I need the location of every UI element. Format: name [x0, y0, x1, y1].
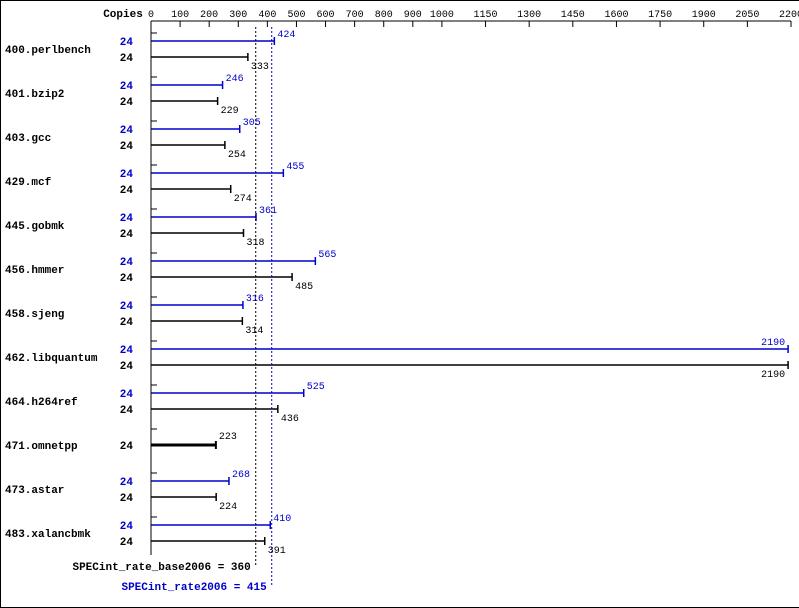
peak-value: 424 — [277, 30, 295, 41]
copies-header: Copies — [103, 9, 143, 21]
copies-base: 24 — [120, 97, 134, 109]
x-tick-label: 900 — [404, 10, 422, 21]
benchmark-label: 483.xalancbmk — [5, 529, 91, 541]
copies-base: 24 — [120, 141, 134, 153]
benchmark-label: 429.mcf — [5, 177, 52, 189]
x-tick-label: 300 — [229, 10, 247, 21]
base-value: 333 — [251, 62, 269, 73]
x-tick-label: 2050 — [735, 10, 759, 21]
x-tick-label: 1750 — [648, 10, 672, 21]
x-tick-label: 0 — [148, 10, 154, 21]
base-summary: SPECint_rate_base2006 = 360 — [72, 562, 250, 574]
copies-peak: 24 — [120, 213, 134, 225]
x-tick-label: 800 — [375, 10, 393, 21]
base-value: 436 — [281, 414, 299, 425]
copies-peak: 24 — [120, 389, 134, 401]
x-tick-label: 1000 — [430, 10, 454, 21]
peak-value: 565 — [318, 250, 336, 261]
x-tick-label: 500 — [287, 10, 305, 21]
benchmark-label: 458.sjeng — [5, 309, 64, 321]
copies-base: 24 — [120, 405, 134, 417]
benchmark-label: 401.bzip2 — [5, 89, 64, 101]
copies-peak: 24 — [120, 257, 134, 269]
base-value: 485 — [295, 282, 313, 293]
x-tick-label: 400 — [258, 10, 276, 21]
copies-peak: 24 — [120, 477, 134, 489]
copies-base: 24 — [120, 53, 134, 65]
base-value: 314 — [245, 326, 263, 337]
x-tick-label: 100 — [171, 10, 189, 21]
x-tick-label: 600 — [317, 10, 335, 21]
copies-base: 24 — [120, 361, 134, 373]
x-tick-label: 2200 — [779, 10, 799, 21]
copies-base: 24 — [120, 493, 134, 505]
peak-value: 410 — [273, 514, 291, 525]
spec-chart-container: 0 100 200 300 400 500 600 700 800 900 1000 1150 1300… — [0, 0, 799, 608]
copies-peak: 24 — [120, 125, 134, 137]
x-tick-label: 1150 — [474, 10, 498, 21]
peak-value: 316 — [246, 294, 264, 305]
base-value: 224 — [219, 502, 237, 513]
benchmark-label: 400.perlbench — [5, 45, 91, 57]
base-value: 254 — [228, 150, 246, 161]
peak-summary: SPECint_rate2006 = 415 — [121, 582, 267, 594]
peak-value: 455 — [286, 162, 304, 173]
copies-peak: 24 — [120, 81, 134, 93]
benchmark-label: 462.libquantum — [5, 353, 98, 365]
copies-base: 24 — [120, 537, 134, 549]
base-value: 229 — [221, 106, 239, 117]
benchmark-label: 445.gobmk — [5, 221, 65, 233]
copies-peak: 24 — [120, 37, 134, 49]
copies-base: 24 — [120, 273, 134, 285]
x-tick-label: 700 — [346, 10, 364, 21]
peak-value: 361 — [259, 206, 277, 217]
base-value: 2190 — [761, 370, 785, 381]
x-tick-label: 1450 — [561, 10, 585, 21]
copies-base: 24 — [120, 229, 134, 241]
benchmark-label: 456.hmmer — [5, 265, 64, 277]
copies-peak: 24 — [120, 301, 134, 313]
peak-value: 525 — [307, 382, 325, 393]
peak-value: 246 — [226, 74, 244, 85]
x-tick-label: 1900 — [692, 10, 716, 21]
benchmark-label: 403.gcc — [5, 133, 51, 145]
copies-base: 24 — [120, 317, 134, 329]
x-tick-label: 200 — [200, 10, 218, 21]
x-tick-label: 1600 — [604, 10, 628, 21]
copies-peak: 24 — [120, 169, 134, 181]
peak-value: 2190 — [761, 338, 785, 349]
benchmark-label: 471.omnetpp — [5, 441, 78, 453]
copies-peak: 24 — [120, 521, 134, 533]
peak-value: 268 — [232, 470, 250, 481]
peak-value: 305 — [243, 118, 261, 129]
copies-base: 24 — [120, 185, 134, 197]
benchmark-label: 473.astar — [5, 485, 64, 497]
benchmark-label: 464.h264ref — [5, 397, 78, 409]
spec-chart-svg: 0 100 200 300 400 500 600 700 800 900 1000 1150 1300… — [1, 1, 799, 607]
base-value: 391 — [268, 546, 286, 557]
base-value: 223 — [219, 432, 237, 443]
base-value: 274 — [234, 194, 252, 205]
copies-peak: 24 — [120, 345, 134, 357]
x-tick-label: 1300 — [517, 10, 541, 21]
copies-base: 24 — [120, 441, 134, 453]
